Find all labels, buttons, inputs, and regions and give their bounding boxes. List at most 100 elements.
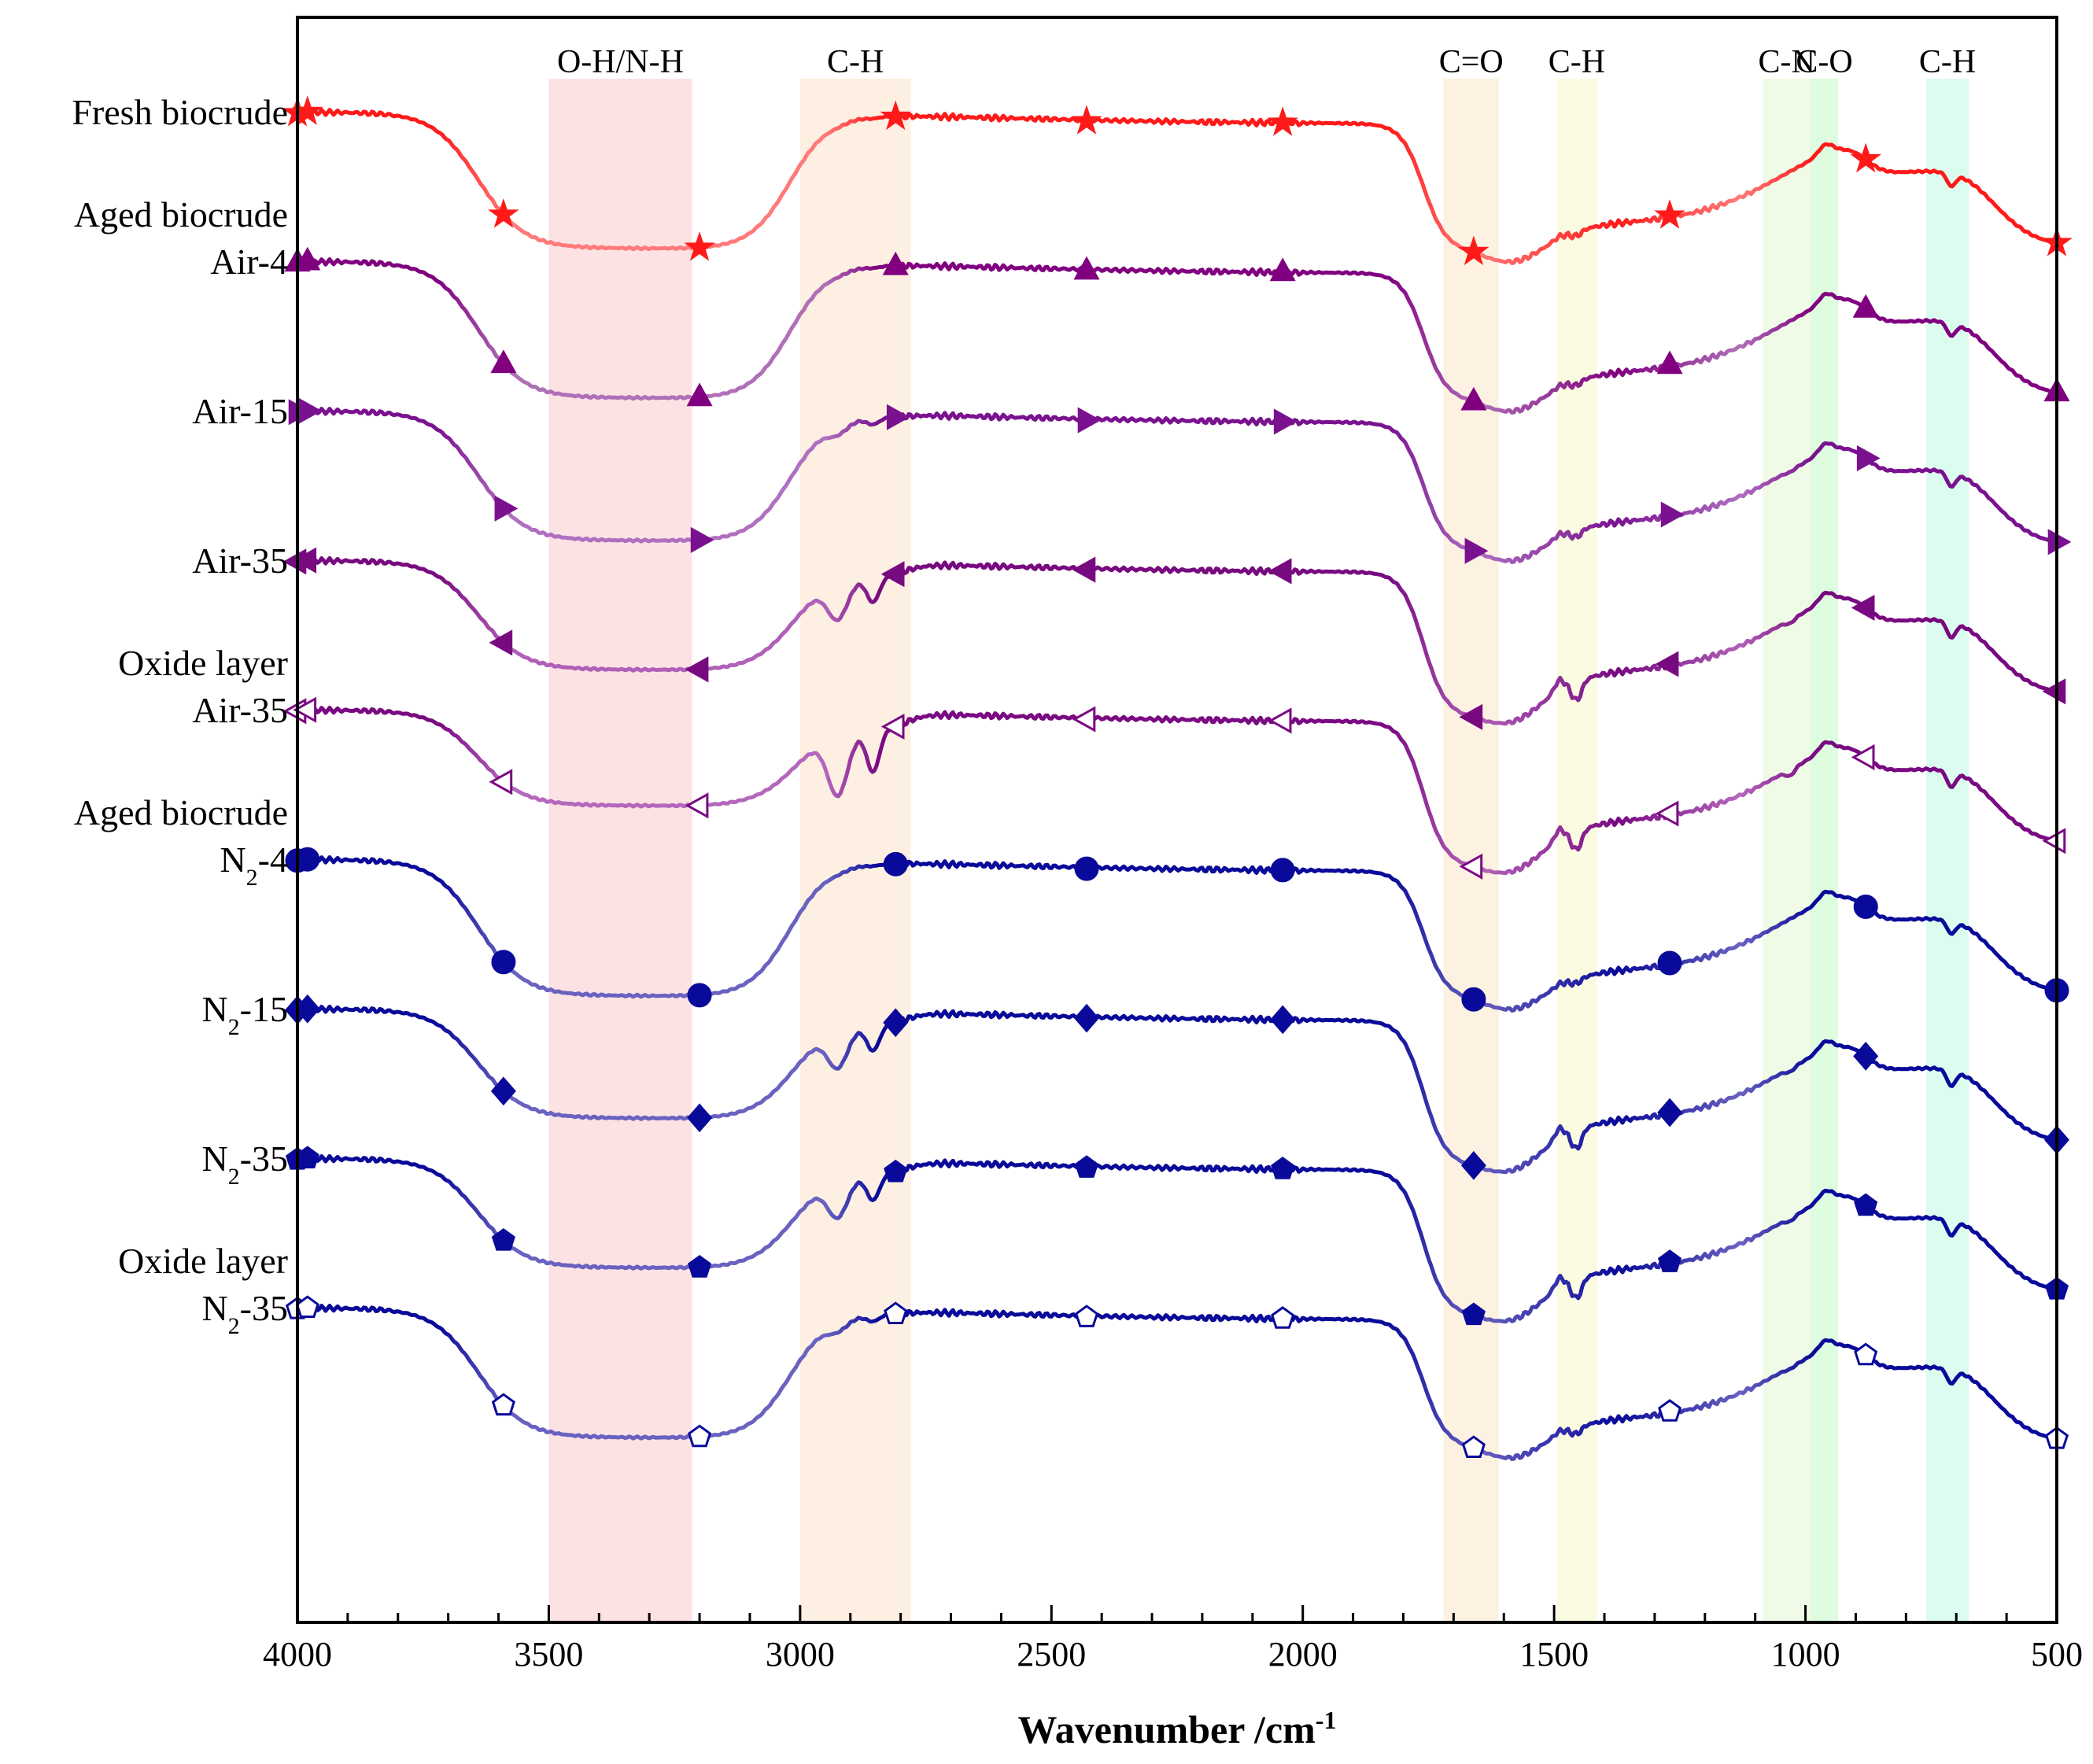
series-6-marker-7: [1460, 1150, 1486, 1180]
band-4: [1763, 79, 1811, 1622]
series-2-marker-1: [298, 397, 323, 424]
series-7-marker-7: [1461, 1302, 1486, 1326]
series-3-marker-4: [880, 561, 905, 588]
band-label-4: C-N: [1758, 44, 1814, 80]
series-line-3: [297, 555, 2058, 726]
x-axis-title: Wavenumber /cm-1: [1018, 1706, 1337, 1751]
series-1-marker-7: [1460, 386, 1487, 411]
series-line-7: [297, 1153, 2058, 1324]
series-7-marker-3: [688, 1254, 712, 1278]
series-label-1-line-1: Air-4: [210, 242, 288, 282]
series-7-marker-6: [1271, 1157, 1295, 1179]
series-3-marker-1: [293, 547, 317, 574]
series-1-marker-3: [686, 382, 713, 407]
series-8-marker-9: [1854, 1342, 1878, 1366]
x-tick-label-2: 3000: [766, 1635, 835, 1674]
series-label-1-line-0: Aged biocrude: [74, 194, 288, 234]
series-5-marker-8: [1657, 950, 1682, 976]
series-5-marker-3: [687, 983, 712, 1008]
series-line-8: [297, 1304, 2058, 1461]
series-8-marker-7: [1461, 1435, 1486, 1458]
series-2-marker-7: [1464, 537, 1489, 564]
series-0-marker-8: [1654, 199, 1685, 229]
series-3-marker-8: [1655, 651, 1679, 677]
series-8: [285, 1295, 2069, 1461]
series-5-marker-7: [1461, 987, 1486, 1012]
series-1-marker-5: [1073, 256, 1100, 280]
series-labels: Fresh biocrude Aged biocrude Air-4 Air-15 Ai…: [72, 92, 288, 1339]
x-tick-label-0: 4000: [263, 1635, 332, 1674]
series-4-marker-6: [1268, 707, 1292, 734]
x-axis-title-text: Wavenumber /cm: [1018, 1707, 1316, 1751]
series-8-marker-3: [688, 1424, 712, 1448]
series-line-5: [297, 855, 2058, 1013]
series-2: [288, 397, 2072, 564]
series-4-marker-10: [2042, 828, 2066, 854]
series-7-marker-9: [1854, 1193, 1878, 1216]
band-0: [548, 79, 692, 1622]
x-tick-label-7: 500: [2031, 1635, 2083, 1674]
series-6-marker-6: [1270, 1005, 1296, 1035]
band-label-6: C-H: [1919, 44, 1976, 80]
series-2-marker-6: [1273, 408, 1298, 435]
series-6-marker-3: [687, 1103, 713, 1133]
series-label-4-line-1: Air-35: [192, 690, 288, 730]
x-tick-label-3: 2500: [1017, 1635, 1086, 1674]
x-tick-label-5: 1500: [1519, 1635, 1589, 1674]
series-2-marker-5: [1077, 407, 1102, 434]
plot-frame: [296, 16, 2058, 1624]
series-label-0-line-0: Fresh biocrude: [72, 92, 288, 132]
series-0-marker-7: [1458, 235, 1489, 265]
series-2-marker-2: [494, 495, 519, 522]
series-label-8-line-1: N2-35: [201, 1288, 288, 1339]
series-8-marker-6: [1271, 1306, 1295, 1329]
x-tick-label-6: 1000: [1771, 1635, 1840, 1674]
series-6-marker-1: [294, 994, 320, 1024]
series-0-marker-9: [1850, 142, 1881, 173]
series-3-marker-9: [1851, 594, 1875, 621]
series-5-marker-2: [491, 950, 516, 975]
absorption-bands: O-H/N-H C-H C=O C-H C-NC-O C-H: [548, 44, 1976, 1622]
series-4-marker-8: [1655, 800, 1679, 827]
series-2-marker-3: [690, 526, 714, 553]
series-7-marker-4: [884, 1159, 908, 1183]
band-2: [1443, 79, 1499, 1622]
series-8-marker-4: [884, 1301, 908, 1324]
band-label-5: C-O: [1796, 44, 1852, 80]
series-0-marker-4: [880, 100, 912, 131]
band-5: [1810, 79, 1839, 1622]
series-label-7-line-0: N2-35: [201, 1138, 288, 1190]
x-tick-label-1: 3500: [514, 1635, 583, 1674]
series-3-marker-6: [1268, 558, 1292, 585]
series-8-marker-2: [491, 1393, 515, 1416]
x-axis-title-superscript: -1: [1316, 1706, 1337, 1734]
series-8-marker-8: [1658, 1399, 1682, 1422]
series-6-marker-2: [490, 1076, 516, 1106]
series-7-marker-2: [491, 1227, 515, 1251]
series-0-marker-6: [1267, 106, 1298, 136]
series-1-marker-1: [294, 246, 321, 271]
series-label-8-line-0: Oxide layer: [118, 1241, 288, 1281]
series-line-4: [297, 705, 2058, 876]
series-label-5-line-0: Aged biocrude: [74, 792, 288, 832]
series-5-marker-1: [295, 847, 320, 872]
series-5-marker-5: [1074, 856, 1099, 881]
series-4-marker-1: [293, 696, 317, 723]
series-3-marker-5: [1072, 556, 1096, 583]
series-6-marker-8: [1657, 1098, 1683, 1127]
series-4-marker-4: [880, 713, 905, 740]
series-0-marker-5: [1071, 105, 1102, 135]
series-8-marker-5: [1074, 1305, 1099, 1327]
series-line-1: [297, 257, 2058, 415]
series-3-marker-10: [2042, 678, 2066, 705]
series-1-marker-6: [1269, 257, 1296, 282]
series-label-2-line-0: Air-15: [192, 391, 288, 431]
series-4: [282, 696, 2066, 880]
series-5-marker-6: [1270, 858, 1295, 883]
series-2-marker-9: [1856, 445, 1881, 471]
x-axis-ticks: 4000 3500 3000 2500 2000 1500 1000 500: [263, 1605, 2083, 1674]
series-1-marker-4: [882, 251, 909, 275]
band-label-1: C-H: [827, 44, 884, 80]
series-6-marker-4: [883, 1008, 909, 1038]
